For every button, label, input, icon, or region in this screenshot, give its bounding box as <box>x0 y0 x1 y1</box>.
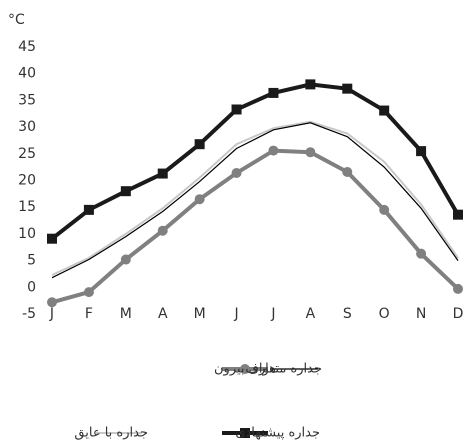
x-tick-label: N <box>416 306 426 322</box>
legend-label: جداره با عایق <box>74 426 148 441</box>
series-line <box>51 122 459 279</box>
data-point <box>416 248 427 259</box>
y-tick-label: 10 <box>18 226 36 242</box>
series-line <box>50 82 460 241</box>
y-tick-label: -5 <box>22 306 36 322</box>
x-tick-label: S <box>343 306 352 322</box>
series-line <box>51 120 459 276</box>
data-point <box>231 104 242 115</box>
legend-label: جداره متعارف <box>245 362 322 377</box>
x-tick-label: O <box>379 306 390 322</box>
legend-marker <box>240 364 250 374</box>
y-tick-label: 40 <box>18 66 36 82</box>
y-tick-label: 25 <box>18 146 36 162</box>
legend-marker <box>240 428 250 438</box>
data-point <box>120 186 131 197</box>
y-tick-label: 35 <box>18 92 36 108</box>
data-point <box>268 87 279 98</box>
data-point <box>342 166 353 177</box>
y-tick-label: 30 <box>18 119 36 135</box>
data-point <box>47 297 57 308</box>
y-tick-label: 5 <box>27 253 36 269</box>
x-tick-label: J <box>233 306 238 322</box>
data-point <box>453 209 463 220</box>
data-point <box>379 204 390 215</box>
data-point <box>120 254 131 265</box>
data-point <box>305 147 316 158</box>
data-point <box>83 204 94 215</box>
legend-label: جداره پیشنهادی <box>235 426 320 441</box>
y-tick-label: 45 <box>18 39 36 55</box>
data-point <box>453 283 463 294</box>
x-tick-label: D <box>453 306 464 322</box>
data-point <box>83 287 94 298</box>
x-tick-label: J <box>270 306 275 322</box>
y-tick-label: 15 <box>18 199 36 215</box>
data-point <box>342 83 353 94</box>
x-tick-label: M <box>194 306 206 322</box>
y-tick-label: 0 <box>27 279 36 295</box>
x-tick-label: F <box>85 306 93 322</box>
data-point <box>379 105 390 116</box>
data-point <box>416 146 427 157</box>
x-tick-label: M <box>120 306 132 322</box>
data-point <box>268 145 279 156</box>
legend-label: هوای بیرون <box>214 362 276 377</box>
data-point <box>194 139 205 150</box>
y-unit: °C <box>8 12 25 28</box>
series-line <box>51 148 460 305</box>
data-point <box>157 225 168 236</box>
x-tick-label: A <box>158 306 168 322</box>
y-tick-label: 20 <box>18 173 36 189</box>
data-point <box>157 168 168 179</box>
x-tick-label: J <box>49 306 54 322</box>
data-point <box>231 168 242 179</box>
data-point <box>305 79 316 90</box>
data-point <box>47 233 57 244</box>
x-tick-label: A <box>306 306 316 322</box>
data-point <box>194 194 205 205</box>
